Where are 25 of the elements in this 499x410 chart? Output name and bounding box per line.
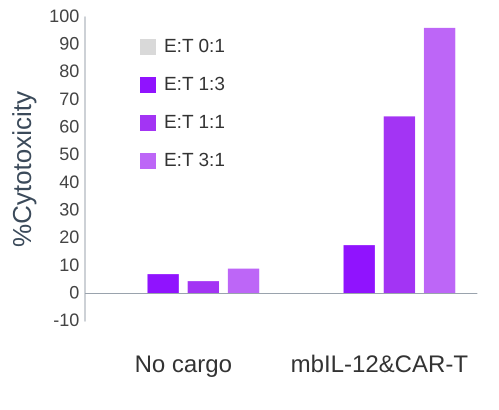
y-tick-label: 0: [69, 282, 80, 302]
y-tick-label: 70: [59, 88, 80, 109]
x-tick-label: mbIL-12&CAR-T: [290, 351, 468, 378]
y-tick-label: 90: [59, 33, 80, 54]
bar: [188, 281, 220, 294]
legend-label: E:T 1:3: [164, 74, 225, 96]
bar: [344, 245, 375, 294]
y-tick-label: 40: [59, 172, 80, 192]
bar: [147, 274, 179, 294]
bar: [228, 268, 260, 294]
y-tick-label: 80: [59, 61, 80, 82]
legend-label: E:T 1:1: [164, 112, 225, 134]
y-tick-label: 60: [59, 116, 80, 136]
y-tick-label: 20: [59, 227, 80, 248]
bar: [384, 116, 416, 294]
bar: [424, 28, 456, 294]
y-tick-label: 30: [59, 199, 80, 220]
y-tick-label: -10: [53, 310, 80, 330]
legend-label: E:T 0:1: [164, 36, 225, 58]
y-axis-title: %Cytotoxicity: [6, 90, 37, 248]
x-tick-label: No cargo: [134, 351, 232, 378]
y-tick-label: 10: [59, 254, 80, 275]
legend-label: E:T 3:1: [164, 150, 225, 172]
y-tick-label: 50: [59, 144, 80, 164]
y-tick-label: 100: [49, 6, 80, 26]
